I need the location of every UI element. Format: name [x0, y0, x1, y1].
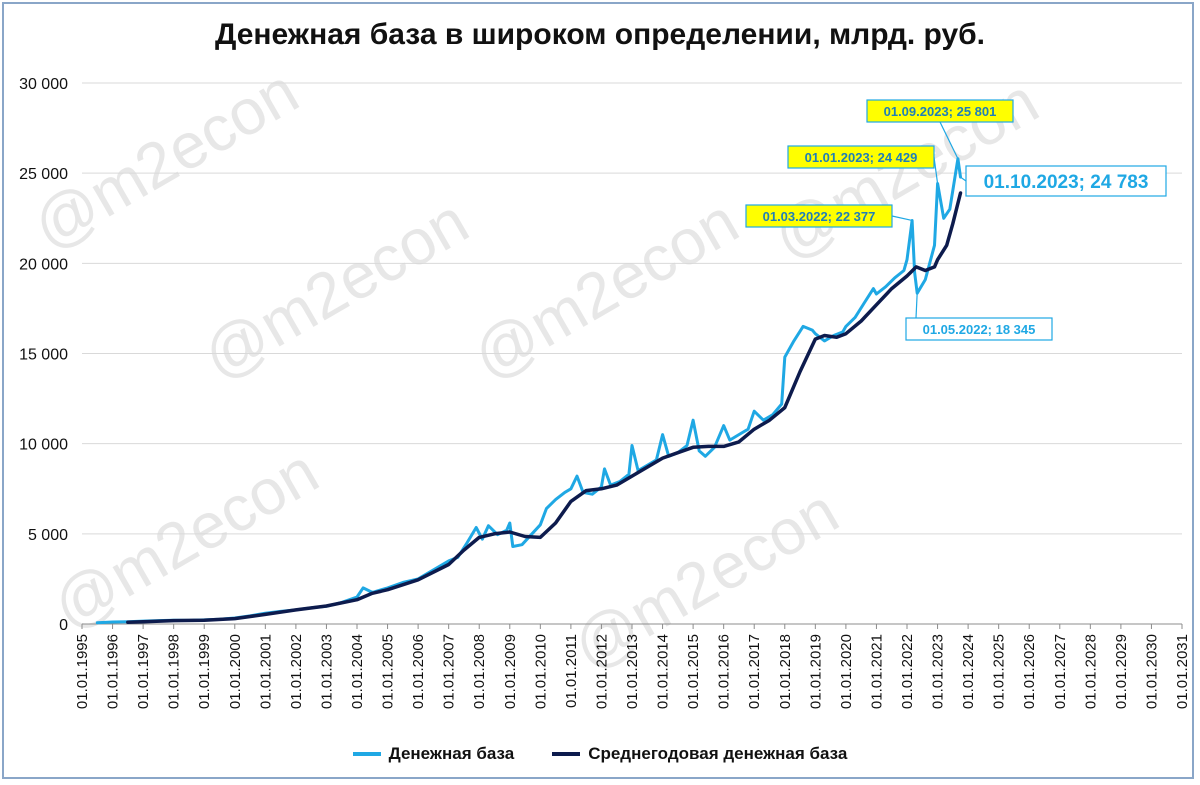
annotation-label: 01.01.2023; 24 429 [805, 150, 918, 165]
series-line-money-base [95, 157, 962, 625]
annotation-box [866, 99, 1014, 123]
x-tick-label: 01.01.2028 [1082, 634, 1099, 709]
annotation-label: 01.10.2023; 24 783 [984, 172, 1149, 193]
y-tick-label: 0 [59, 617, 68, 634]
x-tick-label: 01.01.2018 [777, 634, 794, 709]
x-tick-label: 01.01.2002 [288, 634, 305, 709]
x-tick-label: 01.01.2021 [868, 634, 885, 709]
x-tick-label: 01.01.2022 [899, 634, 916, 709]
annotation-label: 01.03.2022; 22 377 [763, 209, 876, 224]
legend-item-avg-money-base[interactable]: Среднегодовая денежная база [552, 744, 847, 764]
x-tick-label: 01.01.2007 [441, 634, 458, 709]
annotation-leader [915, 293, 918, 319]
x-tick-label: 01.01.2014 [655, 634, 672, 709]
x-tick-label: 01.01.2023 [930, 634, 947, 709]
legend-swatch-money-base [352, 752, 381, 756]
legend: Денежная база Среднегодовая денежная баз… [0, 744, 1200, 764]
x-tick-label: 01.01.2031 [1174, 634, 1191, 709]
x-tick-label: 01.01.1999 [196, 634, 213, 709]
series-line-avg-money-base [126, 191, 963, 624]
x-tick-label: 01.01.2029 [1113, 634, 1130, 709]
x-tick-label: 01.01.2000 [227, 634, 244, 709]
legend-label-avg-money-base: Среднегодовая денежная база [588, 744, 848, 763]
x-tick-label: 01.01.2027 [1052, 634, 1069, 709]
legend-item-money-base[interactable]: Денежная база [352, 744, 515, 764]
x-tick-label: 01.01.2019 [807, 634, 824, 709]
x-tick-label: 01.01.2026 [1021, 634, 1038, 709]
x-tick-label: 01.01.1997 [135, 634, 152, 709]
legend-swatch-avg-money-base [552, 752, 581, 756]
x-tick-label: 01.01.2012 [593, 634, 610, 709]
x-tick-label: 01.01.1995 [74, 634, 91, 709]
x-tick-label: 01.01.2010 [532, 634, 549, 709]
x-tick-label: 01.01.2011 [563, 634, 580, 708]
annotation-label: 01.09.2023; 25 801 [884, 104, 997, 119]
annotation-leader [891, 215, 913, 222]
annotation-box [787, 145, 935, 169]
y-tick-label: 10 000 [19, 437, 68, 454]
x-tick-label: 01.01.2016 [716, 634, 733, 709]
annotation-leader [960, 176, 967, 182]
annotation-label: 01.05.2022; 18 345 [923, 322, 1036, 337]
x-tick-label: 01.01.2025 [991, 634, 1008, 709]
x-tick-label: 01.01.2015 [685, 634, 702, 709]
annotation-leader [939, 121, 959, 159]
y-tick-label: 30 000 [19, 76, 68, 93]
x-tick-label: 01.01.2004 [349, 634, 366, 709]
x-tick-label: 01.01.2020 [838, 634, 855, 709]
y-tick-label: 20 000 [19, 256, 68, 273]
x-tick-label: 01.01.1996 [105, 634, 122, 709]
legend-label-money-base: Денежная база [388, 744, 515, 763]
x-tick-label: 01.01.2017 [746, 634, 763, 709]
y-tick-label: 5 000 [28, 527, 68, 544]
annotation-box [745, 204, 893, 228]
x-tick-label: 01.01.2005 [380, 634, 397, 709]
x-tick-label: 01.01.2001 [257, 634, 274, 709]
annotation-box [905, 317, 1053, 341]
x-tick-label: 01.01.1998 [166, 634, 183, 709]
y-tick-label: 15 000 [19, 347, 68, 364]
chart-title: Денежная база в широком определении, млр… [214, 18, 986, 51]
x-tick-label: 01.01.2013 [624, 634, 641, 709]
x-tick-label: 01.01.2003 [318, 634, 335, 709]
x-tick-label: 01.01.2024 [960, 634, 977, 709]
x-tick-label: 01.01.2006 [410, 634, 427, 709]
x-tick-label: 01.01.2030 [1143, 634, 1160, 709]
x-tick-label: 01.01.2008 [471, 634, 488, 709]
x-tick-label: 01.01.2009 [502, 634, 519, 709]
annotation-box [965, 165, 1167, 197]
y-tick-label: 25 000 [19, 166, 68, 183]
